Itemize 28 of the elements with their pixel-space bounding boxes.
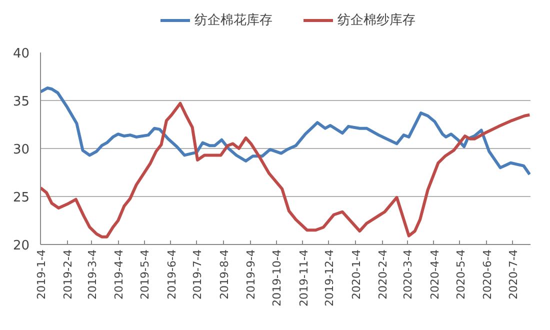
- x-tick-label: 2019-4-4: [112, 249, 126, 300]
- x-tick-label: 2020-2-4: [376, 249, 390, 300]
- x-tick-label: 2019-6-4: [165, 249, 178, 300]
- x-tick-label: 2020-5-4: [454, 249, 468, 300]
- y-tick-label: 25: [12, 190, 30, 206]
- x-tick-label: 2019-10-4: [270, 249, 284, 306]
- x-tick-label: 2019-1-4: [35, 249, 48, 300]
- line-series: [40, 102, 530, 238]
- x-tick-label: 2019-5-4: [138, 249, 152, 300]
- x-tick-label: 2020-7-4: [506, 249, 520, 300]
- x-tick-label: 2020-6-4: [481, 249, 494, 300]
- y-tick-label: 30: [12, 142, 30, 158]
- line-series: [40, 86, 530, 176]
- legend-label: 纺企棉花库存: [194, 12, 272, 29]
- x-tick-label: 2020-1-4: [350, 249, 363, 300]
- x-tick-label: 2020-3-4: [402, 249, 415, 300]
- x-tick-label: 2019-7-4: [191, 249, 204, 300]
- x-tick-label: 2019-3-4: [86, 249, 99, 300]
- legend-label: 纺企棉纱库存: [338, 12, 416, 29]
- x-tick-label: 2019-8-4: [218, 249, 231, 300]
- y-tick-label: 35: [12, 94, 30, 110]
- x-tick-label: 2019-11-4: [297, 249, 310, 306]
- x-tick-label: 2020-4-4: [428, 249, 442, 300]
- y-tick-label: 20: [12, 238, 30, 254]
- x-tick-label: 2019-9-4: [244, 249, 258, 300]
- x-tick-label: 2019-12-4: [323, 249, 336, 306]
- x-tick-label: 2019-2-4: [62, 249, 75, 300]
- y-tick-label: 40: [12, 46, 30, 62]
